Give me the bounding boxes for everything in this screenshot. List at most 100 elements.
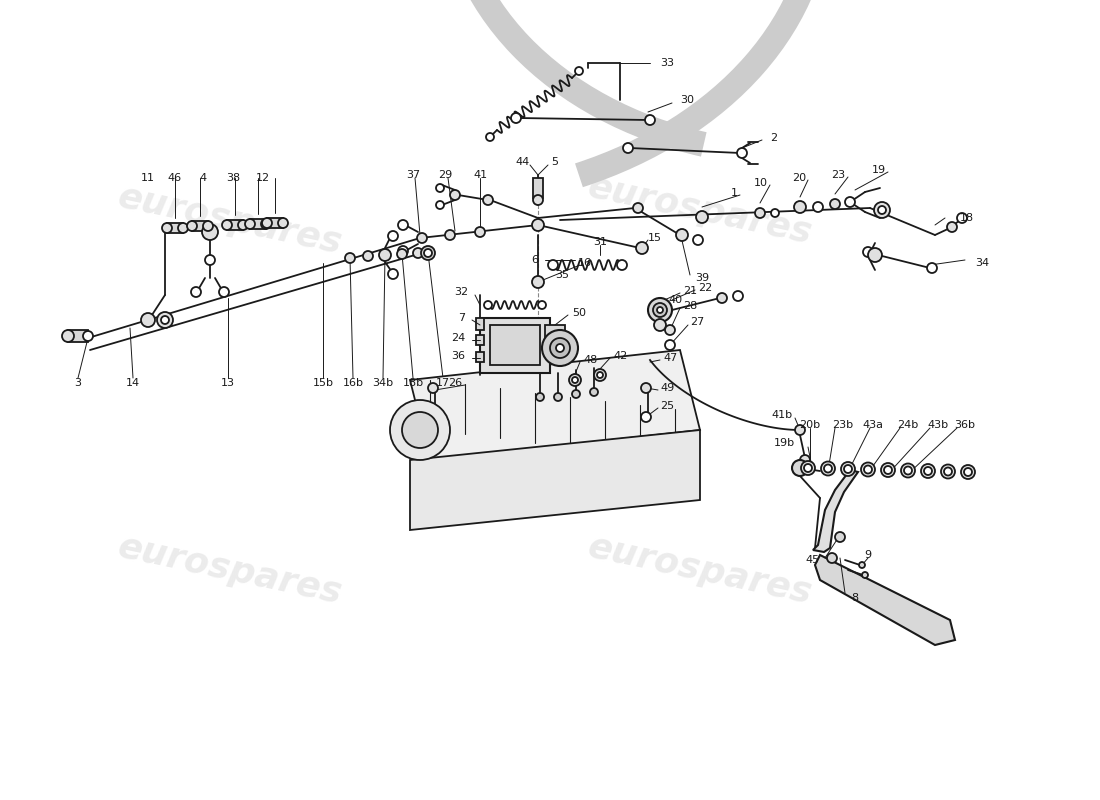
- Circle shape: [824, 465, 832, 473]
- Text: 20b: 20b: [800, 420, 821, 430]
- Text: 13: 13: [221, 378, 235, 388]
- Circle shape: [202, 224, 218, 240]
- Circle shape: [278, 218, 288, 228]
- Text: 36b: 36b: [955, 420, 976, 430]
- Text: 10: 10: [754, 178, 768, 188]
- Circle shape: [794, 201, 806, 213]
- Circle shape: [475, 227, 485, 237]
- Circle shape: [845, 197, 855, 207]
- Text: 43b: 43b: [927, 420, 948, 430]
- Circle shape: [575, 67, 583, 75]
- Circle shape: [859, 562, 865, 568]
- Circle shape: [388, 269, 398, 279]
- Text: eurospares: eurospares: [114, 180, 345, 260]
- Circle shape: [205, 255, 214, 265]
- Circle shape: [636, 242, 648, 254]
- Circle shape: [82, 331, 94, 341]
- Text: 23b: 23b: [833, 420, 854, 430]
- Text: 3: 3: [75, 378, 81, 388]
- Circle shape: [653, 303, 667, 317]
- Text: 26: 26: [448, 378, 462, 388]
- Circle shape: [161, 316, 169, 324]
- Circle shape: [957, 213, 967, 223]
- Circle shape: [550, 338, 570, 358]
- Circle shape: [864, 247, 873, 257]
- Circle shape: [881, 463, 895, 477]
- Circle shape: [813, 202, 823, 212]
- Circle shape: [486, 133, 494, 141]
- Bar: [267, 218, 283, 228]
- Circle shape: [398, 220, 408, 230]
- Circle shape: [924, 467, 932, 475]
- Circle shape: [792, 460, 808, 476]
- Circle shape: [390, 400, 450, 460]
- Text: 34b: 34b: [373, 378, 394, 388]
- Bar: [544, 325, 565, 340]
- Circle shape: [534, 195, 543, 205]
- Circle shape: [162, 223, 172, 233]
- Circle shape: [424, 249, 432, 257]
- Text: 42: 42: [613, 351, 627, 361]
- Circle shape: [157, 312, 173, 328]
- Circle shape: [222, 220, 232, 230]
- Circle shape: [657, 307, 663, 313]
- Polygon shape: [410, 350, 700, 460]
- Circle shape: [379, 249, 390, 261]
- Bar: [480, 318, 550, 373]
- Text: 44: 44: [516, 157, 530, 167]
- Circle shape: [964, 468, 972, 476]
- Circle shape: [590, 388, 598, 396]
- Text: 14: 14: [125, 378, 140, 388]
- Circle shape: [874, 202, 890, 218]
- Text: 7: 7: [458, 313, 465, 323]
- Circle shape: [388, 231, 398, 241]
- Circle shape: [204, 221, 213, 231]
- Text: eurospares: eurospares: [585, 530, 815, 610]
- Text: 38: 38: [226, 173, 240, 183]
- Circle shape: [904, 466, 912, 474]
- Circle shape: [412, 248, 424, 258]
- Text: 20: 20: [792, 173, 806, 183]
- Circle shape: [944, 467, 952, 475]
- Circle shape: [402, 412, 438, 448]
- Text: 39: 39: [695, 273, 710, 283]
- Text: 41: 41: [473, 170, 487, 180]
- Text: 40: 40: [668, 295, 682, 305]
- Circle shape: [446, 230, 455, 240]
- Text: 35: 35: [556, 270, 569, 280]
- Text: 24: 24: [451, 333, 465, 343]
- Circle shape: [795, 425, 805, 435]
- Bar: [192, 221, 208, 231]
- Circle shape: [261, 219, 271, 229]
- Bar: [476, 352, 484, 362]
- Circle shape: [538, 301, 546, 309]
- Circle shape: [483, 195, 493, 205]
- Circle shape: [532, 276, 544, 288]
- Bar: [476, 335, 484, 345]
- Circle shape: [262, 218, 272, 228]
- Text: 4: 4: [199, 173, 207, 183]
- Text: 41b: 41b: [772, 410, 793, 420]
- Circle shape: [597, 372, 603, 378]
- Text: 5: 5: [551, 157, 559, 167]
- Circle shape: [436, 201, 444, 209]
- Circle shape: [884, 466, 892, 474]
- Text: 19: 19: [872, 165, 886, 175]
- Circle shape: [623, 143, 632, 153]
- Circle shape: [844, 465, 852, 473]
- Text: 21: 21: [683, 286, 697, 296]
- Circle shape: [830, 199, 840, 209]
- Bar: [490, 325, 540, 365]
- Bar: [227, 220, 243, 230]
- Circle shape: [219, 287, 229, 297]
- Circle shape: [861, 462, 875, 477]
- Circle shape: [397, 249, 407, 259]
- Circle shape: [717, 293, 727, 303]
- Circle shape: [632, 203, 644, 213]
- Text: 15: 15: [648, 233, 662, 243]
- Circle shape: [345, 253, 355, 263]
- Circle shape: [821, 462, 835, 475]
- Circle shape: [733, 291, 742, 301]
- Text: eurospares: eurospares: [114, 530, 345, 610]
- Text: 28: 28: [683, 301, 697, 311]
